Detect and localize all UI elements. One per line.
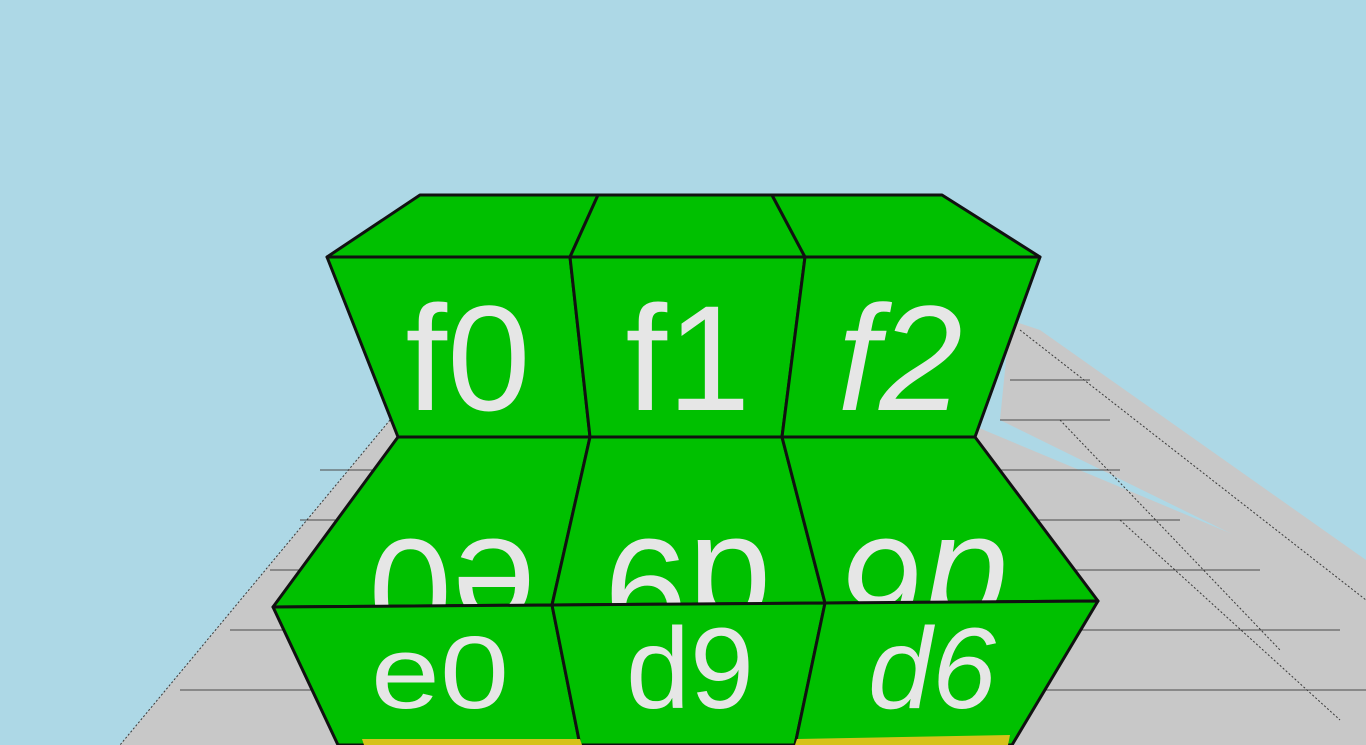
middle-slant-row: e0 d9 d6 <box>271 435 1100 676</box>
cube-lower-face-3[interactable] <box>793 599 1100 745</box>
lower-label-2: d9 <box>626 605 754 733</box>
cube-top-face-2[interactable] <box>568 193 807 259</box>
lower-front-row: e0 d9 d6 <box>271 599 1100 745</box>
yellow-base-strip <box>362 735 1010 745</box>
lower-label-1: e0 <box>371 616 509 731</box>
upper-front-row: f0 f1 f2 <box>325 255 1042 442</box>
upper-label-3: f2 <box>837 274 962 442</box>
upper-label-1: f0 <box>405 274 530 442</box>
lower-label-3: d6 <box>868 605 996 733</box>
cube-lower-face-2[interactable] <box>550 601 827 745</box>
upper-label-2: f1 <box>625 274 750 442</box>
cube-lower-face-1[interactable] <box>271 603 582 745</box>
